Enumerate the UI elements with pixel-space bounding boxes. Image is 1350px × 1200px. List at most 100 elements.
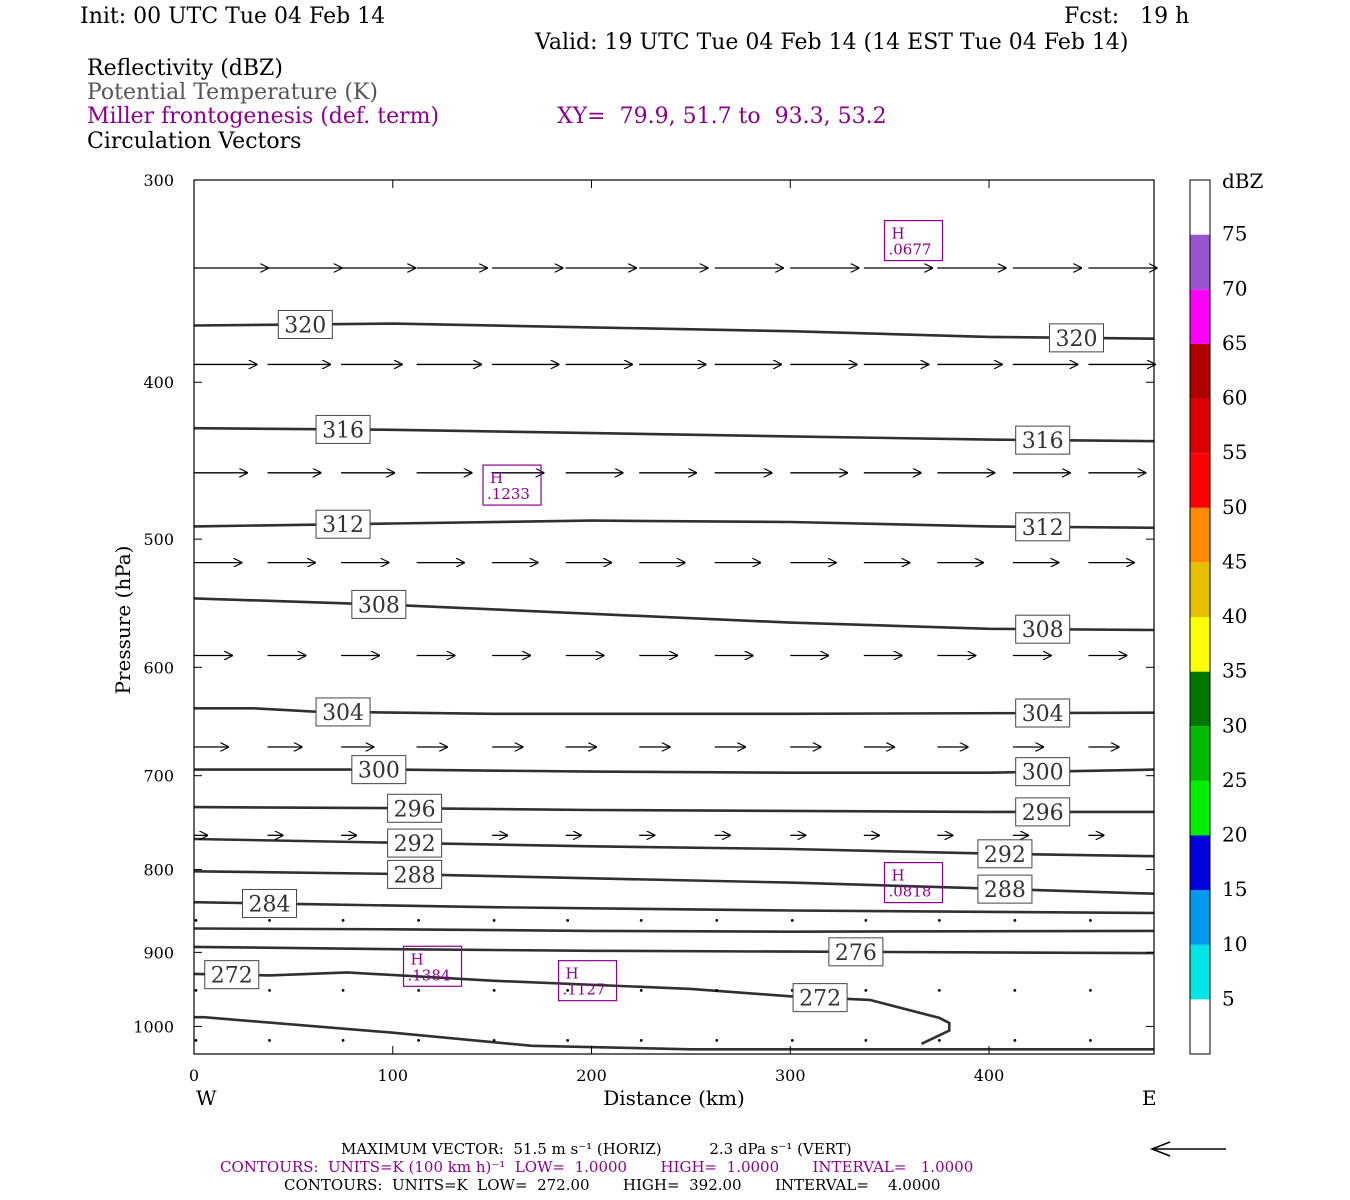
colorbar-segment bbox=[1190, 453, 1210, 508]
frontogenesis-max-box bbox=[883, 862, 944, 904]
forecast-hour: Fcst: 19 h bbox=[1064, 4, 1190, 29]
frontogenesis-max-h: H bbox=[566, 965, 579, 983]
theta-label-box bbox=[387, 859, 443, 889]
colorbar-segment bbox=[1190, 562, 1210, 617]
theta-label-text: 272 bbox=[799, 987, 841, 1012]
plot-frame bbox=[193, 179, 1155, 1055]
theta-contour-320 bbox=[193, 322, 1155, 340]
vector-dot bbox=[492, 918, 496, 922]
theta-label-320: 320 bbox=[1048, 323, 1104, 353]
vector-dot bbox=[194, 1038, 198, 1042]
theta-label-text: 304 bbox=[1022, 702, 1064, 727]
y-tick-label: 800 bbox=[143, 861, 174, 880]
colorbar-tick-label: 70 bbox=[1222, 276, 1247, 300]
theta-label-text: 308 bbox=[358, 593, 400, 618]
frontogenesis-max-label: H.1233 bbox=[482, 464, 542, 506]
field-reflectivity: Reflectivity (dBZ) bbox=[87, 56, 283, 81]
field-frontogenesis: Miller frontogenesis (def. term) bbox=[87, 104, 440, 129]
colorbar-label: dBZ bbox=[1222, 169, 1264, 193]
theta-label-288: 288 bbox=[977, 874, 1033, 904]
theta-label-300: 300 bbox=[351, 755, 407, 785]
theta-label-box bbox=[977, 839, 1033, 869]
theta-label-box bbox=[792, 983, 848, 1013]
field-potential-temperature: Potential Temperature (K) bbox=[87, 80, 378, 105]
theta-label-text: 288 bbox=[394, 863, 436, 888]
theta-label-text: 316 bbox=[322, 418, 364, 443]
frontogenesis-max-value: .1127 bbox=[563, 981, 606, 999]
colorbar-tick-label: 15 bbox=[1222, 877, 1247, 901]
vector-dot bbox=[937, 988, 941, 992]
theta-label-308: 308 bbox=[1015, 614, 1071, 644]
vector-dot bbox=[864, 1038, 868, 1042]
theta-label-box bbox=[315, 509, 371, 539]
frontogenesis-max-box bbox=[402, 945, 463, 987]
fronto-contour-info: CONTOURS: UNITS=K (100 km h)⁻¹ LOW= 1.00… bbox=[220, 1158, 974, 1176]
frontogenesis-max-value: .1384 bbox=[408, 966, 451, 984]
theta-label-text: 300 bbox=[1022, 761, 1064, 786]
theta-label-box bbox=[1015, 614, 1071, 644]
x-tick-label: 200 bbox=[576, 1066, 607, 1085]
colorbar-segment bbox=[1190, 289, 1210, 344]
colorbar-tick-label: 20 bbox=[1222, 823, 1247, 847]
theta-label-box bbox=[315, 697, 371, 727]
colorbar-tick-label: 55 bbox=[1222, 440, 1247, 464]
theta-contour-296 bbox=[193, 805, 1154, 814]
vector-dot bbox=[492, 988, 496, 992]
theta-label-box bbox=[1015, 797, 1071, 827]
theta-label-304: 304 bbox=[315, 697, 371, 727]
theta-label-320: 320 bbox=[277, 309, 333, 339]
vector-dot bbox=[864, 988, 868, 992]
vector-dot bbox=[341, 988, 345, 992]
vector-dot bbox=[937, 918, 941, 922]
theta-label-text: 276 bbox=[835, 941, 877, 966]
frontogenesis-max-h: H bbox=[411, 950, 424, 968]
y-axis-label: Pressure (hPa) bbox=[111, 546, 135, 695]
colorbar-tick-label: 5 bbox=[1222, 986, 1235, 1010]
y-tick-label: 900 bbox=[143, 943, 174, 962]
theta-label-text: 284 bbox=[249, 892, 291, 917]
theta-label-text: 312 bbox=[1022, 516, 1064, 541]
colorbar-tick-label: 65 bbox=[1222, 331, 1247, 355]
colorbar-frame bbox=[1189, 179, 1211, 1055]
theta-label-box bbox=[1015, 757, 1071, 787]
theta-label-text: 300 bbox=[358, 759, 400, 784]
theta-label-316: 316 bbox=[1015, 425, 1071, 455]
vector-dot bbox=[268, 1038, 271, 1042]
theta-label-box bbox=[387, 793, 443, 823]
theta-label-text: 288 bbox=[984, 878, 1026, 903]
vector-dot bbox=[566, 1038, 570, 1042]
theta-label-box bbox=[1015, 512, 1071, 542]
theta-contour-272 bbox=[193, 971, 951, 1045]
colorbar-segment bbox=[1190, 398, 1210, 454]
x-tick-label: 400 bbox=[974, 1066, 1005, 1085]
theta-label-276: 276 bbox=[828, 937, 884, 967]
maximum-vector-note: MAXIMUM VECTOR: 51.5 m s⁻¹ (HORIZ) 2.3 d… bbox=[341, 1140, 852, 1158]
vector-dot bbox=[417, 988, 421, 992]
theta-contour-308 bbox=[193, 597, 1155, 632]
colorbar-segment bbox=[1190, 780, 1210, 836]
theta-label-316: 316 bbox=[315, 414, 371, 444]
vector-dot bbox=[1013, 1038, 1017, 1042]
colorbar-segment bbox=[1190, 507, 1210, 563]
x-axis-label: Distance (km) bbox=[603, 1086, 745, 1110]
colorbar-tick-label: 50 bbox=[1222, 495, 1247, 519]
x-tick-label: 0 bbox=[189, 1066, 199, 1085]
init-time: Init: 00 UTC Tue 04 Feb 14 bbox=[80, 4, 386, 29]
theta-label-text: 316 bbox=[1022, 429, 1064, 454]
theta-label-text: 292 bbox=[984, 843, 1026, 868]
theta-label-304: 304 bbox=[1015, 698, 1071, 728]
vector-dot bbox=[1089, 988, 1092, 992]
vector-dot bbox=[639, 918, 643, 922]
theta-label-296: 296 bbox=[387, 793, 443, 823]
vector-dot bbox=[566, 918, 570, 922]
theta-label-text: 308 bbox=[1022, 618, 1064, 643]
vector-dot bbox=[417, 1038, 421, 1042]
vector-dot bbox=[790, 918, 794, 922]
frontogenesis-max-label: H.0818 bbox=[883, 862, 944, 904]
theta-contour-280 bbox=[193, 927, 1155, 934]
x-tick-label: 300 bbox=[775, 1066, 806, 1085]
frontogenesis-max-box bbox=[557, 960, 618, 1002]
y-tick-label: 1000 bbox=[133, 1017, 174, 1036]
field-circulation-vectors: Circulation Vectors bbox=[87, 129, 302, 154]
